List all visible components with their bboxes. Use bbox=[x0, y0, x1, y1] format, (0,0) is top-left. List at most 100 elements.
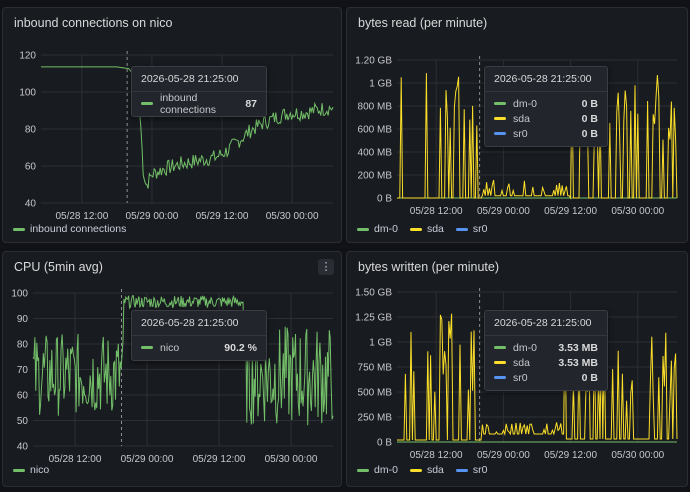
y-tick-label: 250 MB bbox=[358, 413, 393, 424]
y-tick-label: 80 bbox=[25, 125, 37, 136]
tooltip-row: dm-0 0 B bbox=[494, 96, 598, 111]
tooltip-time: 2026-05-28 21:25:00 bbox=[485, 311, 607, 336]
tooltip: 2026-05-28 21:25:00 inbound connections … bbox=[131, 66, 267, 117]
legend-swatch bbox=[357, 227, 369, 231]
x-tick-label: 05/28 12:00 bbox=[410, 206, 463, 217]
legend-label: dm-0 bbox=[374, 464, 398, 476]
panel-title: inbound connections on nico bbox=[14, 16, 173, 30]
series-sda bbox=[397, 73, 678, 200]
legend-item-dm-0[interactable]: dm-0 bbox=[357, 464, 398, 476]
tooltip-swatch bbox=[494, 361, 506, 364]
y-tick-label: 100 bbox=[19, 88, 36, 99]
legend: inbound connections bbox=[13, 223, 126, 235]
x-tick-label: 05/29 12:00 bbox=[196, 211, 249, 222]
chart-inbound[interactable]: 40 60 80 100 120 05/28 12:00 05/29 00:00 05/29 … bbox=[3, 8, 343, 244]
tooltip: 2026-05-28 21:25:00 dm-0 3.53 MB sda 3.5… bbox=[484, 310, 608, 391]
x-tick-label: 05/29 00:00 bbox=[477, 206, 530, 217]
tooltip-series: dm-0 bbox=[513, 341, 537, 354]
legend-item-sda[interactable]: sda bbox=[409, 223, 444, 235]
tooltip-series: sr0 bbox=[513, 371, 528, 384]
panel-cpu: CPU (5min avg) ⋮ 40 50 60 70 80 90 100 05/28 12… bbox=[2, 251, 342, 487]
tooltip-row: sr0 0 B bbox=[494, 126, 598, 141]
tooltip-swatch bbox=[494, 376, 506, 379]
legend: dm-0 sda sr0 bbox=[357, 223, 487, 235]
tooltip-series: sr0 bbox=[513, 127, 528, 140]
tooltip-value: 0 B bbox=[581, 112, 598, 125]
y-tick-label: 500 MB bbox=[358, 388, 393, 399]
tooltip-row: inbound connections 87 bbox=[141, 92, 257, 116]
legend-swatch bbox=[357, 468, 369, 472]
x-tick-label: 05/29 12:00 bbox=[544, 206, 597, 217]
legend-item-dm-0[interactable]: dm-0 bbox=[357, 223, 398, 235]
y-tick-label: 0 B bbox=[377, 438, 392, 449]
y-tick-label: 1 GB bbox=[369, 338, 392, 349]
y-tick-label: 40 bbox=[25, 199, 37, 210]
panel-title: CPU (5min avg) bbox=[14, 260, 103, 274]
y-tick-label: 750 MB bbox=[358, 363, 393, 374]
tooltip-value: 0 B bbox=[581, 127, 598, 140]
series-sda bbox=[397, 313, 678, 441]
legend-item-inbound-connections[interactable]: inbound connections bbox=[13, 223, 126, 235]
panel-inbound-connections: inbound connections on nico 40 60 80 100 120… bbox=[2, 7, 342, 243]
chart-bytes-written[interactable]: 0 B 250 MB 500 MB 750 MB 1 GB 1.25 GB 1.50 GB 0… bbox=[347, 252, 689, 488]
legend-label: inbound connections bbox=[30, 223, 127, 235]
tooltip-swatch bbox=[494, 117, 506, 120]
tooltip-value: 0 B bbox=[581, 97, 598, 110]
series-inbound-connections bbox=[41, 66, 334, 189]
x-tick-label: 05/29 12:00 bbox=[193, 454, 246, 465]
tooltip: 2026-05-28 21:25:00 nico 90.2 % bbox=[131, 310, 267, 361]
chart-cpu[interactable]: 40 50 60 70 80 90 100 05/28 12:00 05/29 00:00 05/… bbox=[3, 252, 343, 488]
legend-swatch bbox=[455, 227, 468, 231]
legend: dm-0 sda sr0 bbox=[357, 464, 487, 476]
x-tick-label: 05/28 12:00 bbox=[410, 450, 463, 461]
tooltip-series: dm-0 bbox=[513, 97, 537, 110]
x-tick-label: 05/29 12:00 bbox=[544, 450, 597, 461]
legend-item-sr0[interactable]: sr0 bbox=[455, 223, 487, 235]
y-tick-label: 200 MB bbox=[358, 171, 393, 182]
x-tick-label: 05/29 00:00 bbox=[477, 450, 530, 461]
x-tick-label: 05/30 00:00 bbox=[611, 450, 664, 461]
y-tick-label: 40 bbox=[17, 442, 29, 453]
tooltip-series: nico bbox=[160, 341, 180, 354]
tooltip-value: 3.53 MB bbox=[558, 356, 598, 369]
y-tick-label: 100 bbox=[11, 289, 28, 300]
y-tick-label: 1.25 GB bbox=[355, 313, 392, 324]
legend-label: sr0 bbox=[472, 464, 488, 476]
tooltip-time: 2026-05-28 21:25:00 bbox=[132, 311, 266, 336]
panel-title: bytes written (per minute) bbox=[358, 260, 500, 274]
legend-item-sda[interactable]: sda bbox=[409, 464, 444, 476]
tooltip-row: sda 3.53 MB bbox=[494, 355, 598, 370]
tooltip-row: dm-0 3.53 MB bbox=[494, 340, 598, 355]
tooltip-swatch bbox=[494, 102, 506, 105]
legend-swatch bbox=[409, 227, 422, 231]
tooltip-row: sr0 0 B bbox=[494, 370, 598, 385]
panel-bytes-read: bytes read (per minute) 0 B 200 MB 400 MB 6… bbox=[346, 7, 688, 243]
tooltip-swatch bbox=[141, 102, 153, 105]
legend-item-nico[interactable]: nico bbox=[13, 464, 49, 476]
tooltip-value: 90.2 % bbox=[224, 341, 257, 354]
chart-bytes-read[interactable]: 0 B 200 MB 400 MB 600 MB 800 MB 1 GB 1.20 GB 05… bbox=[347, 8, 689, 244]
y-tick-label: 1 GB bbox=[369, 79, 392, 90]
x-tick-label: 05/30 00:00 bbox=[265, 454, 318, 465]
legend-swatch bbox=[455, 468, 468, 472]
tooltip-time: 2026-05-28 21:25:00 bbox=[132, 67, 266, 92]
tooltip-swatch bbox=[494, 346, 506, 349]
legend-label: sda bbox=[426, 223, 444, 235]
tooltip: 2026-05-28 21:25:00 dm-0 0 B sda 0 B sr0… bbox=[484, 66, 608, 147]
legend-swatch bbox=[13, 468, 25, 472]
x-tick-label: 05/30 00:00 bbox=[611, 206, 664, 217]
tooltip-value: 87 bbox=[245, 97, 257, 110]
y-tick-label: 1.20 GB bbox=[355, 56, 392, 67]
y-tick-label: 1.50 GB bbox=[355, 288, 392, 299]
y-tick-label: 0 B bbox=[377, 194, 392, 205]
legend-swatch bbox=[13, 227, 25, 231]
tooltip-swatch bbox=[141, 346, 153, 349]
tooltip-series: sda bbox=[513, 356, 530, 369]
panel-menu-button[interactable]: ⋮ bbox=[318, 259, 334, 275]
x-tick-label: 05/29 00:00 bbox=[126, 211, 179, 222]
legend-item-sr0[interactable]: sr0 bbox=[455, 464, 488, 476]
legend-label: nico bbox=[30, 464, 50, 476]
x-tick-label: 05/28 12:00 bbox=[49, 454, 102, 465]
y-tick-label: 120 bbox=[19, 51, 36, 62]
legend-label: dm-0 bbox=[374, 223, 398, 235]
